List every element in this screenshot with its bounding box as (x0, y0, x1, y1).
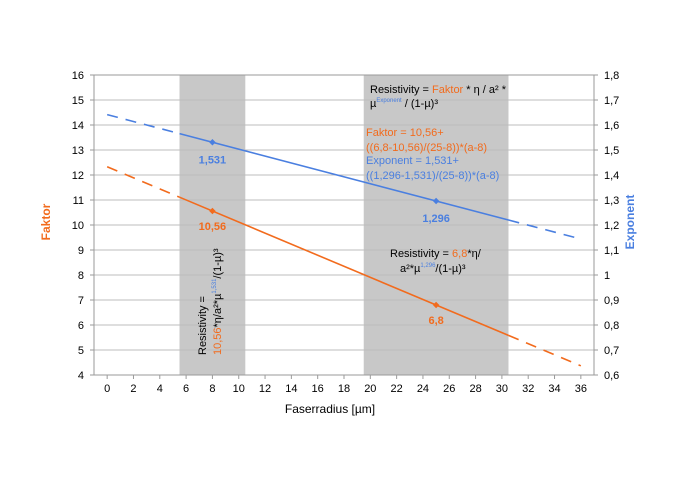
faktor-formula-line2: ((6,8-10,56)/(25-8))*(a-8) (366, 142, 487, 154)
y-right-tick-label: 1 (604, 270, 610, 282)
y-right-tick-label: 1,3 (604, 195, 619, 207)
exponent-line-solid (179, 132, 509, 221)
y-right-tick-label: 0,8 (604, 320, 619, 332)
y-left-tick-label: 7 (78, 295, 84, 307)
x-tick-label: 24 (417, 383, 429, 395)
left-formula-exponent: 1,531 (212, 278, 218, 294)
faktor-line-solid (179, 196, 509, 337)
exponent-formula-line1: Exponent = 1,531+ (366, 155, 459, 167)
svg-text:Resistivity = 6,8*η/: Resistivity = 6,8*η/ (390, 248, 482, 260)
right-formula-part: /(1-µ)³ (435, 263, 466, 275)
main-formula-faktor: Faktor (432, 84, 464, 96)
y-left-tick-label: 15 (72, 95, 84, 107)
series-lines (106, 113, 582, 367)
y-right-tick-label: 0,9 (604, 295, 619, 307)
x-tick-label: 36 (575, 383, 587, 395)
x-tick-label: 2 (130, 383, 136, 395)
right-formula-part: *η/ (467, 248, 481, 260)
y-right-tick-label: 0,7 (604, 345, 619, 357)
x-tick-label: 12 (259, 383, 271, 395)
x-tick-label: 26 (443, 383, 455, 395)
faktor-formula: Faktor = 10,56+ ((6,8-10,56)/(25-8))*(a-… (366, 127, 487, 154)
y-right-tick-label: 1,4 (604, 170, 619, 182)
y-right-tick-label: 1,8 (604, 70, 619, 82)
main-formula-part: * η / a² * (463, 84, 507, 96)
y-left-tick-label: 13 (72, 145, 84, 157)
main-formula-part: Resistivity = (370, 84, 432, 96)
svg-text:µExponent / (1-µ)³: µExponent / (1-µ)³ (370, 98, 438, 110)
exponent-point (209, 139, 216, 146)
left-formula-line1: Resistivity = (197, 296, 209, 355)
y-right-tick-label: 1,6 (604, 120, 619, 132)
right-band-formula: Resistivity = 6,8*η/ a²*µ1,296/(1-µ)³ (390, 248, 482, 275)
svg-text:Resistivity = Faktor * η / a²: Resistivity = Faktor * η / a² * (370, 84, 507, 96)
x-tick-label: 30 (496, 383, 508, 395)
left-formula-part: *η/a²*µ (212, 293, 224, 328)
x-tick-label: 0 (104, 383, 110, 395)
right-formula-part: Resistivity = (390, 248, 452, 260)
faktor-point (432, 301, 440, 309)
x-axis-title: Faserradius [µm] (285, 402, 375, 416)
y-right-tick-label: 1,5 (604, 145, 619, 157)
x-tick-label: 18 (338, 383, 350, 395)
y-left-tick-label: 6 (78, 320, 84, 332)
main-formula-part: µ (370, 98, 377, 110)
svg-text:10,56*η/a²*µ1,531/(1-µ)³: 10,56*η/a²*µ1,531/(1-µ)³ (212, 248, 224, 355)
y-right-tick-label: 1,2 (604, 220, 619, 232)
x-tick-label: 20 (364, 383, 376, 395)
y-left-tick-label: 10 (72, 220, 84, 232)
left-formula-faktor: 10,56 (212, 327, 224, 355)
exponent-data-label: 1,531 (199, 154, 227, 166)
tick-labels: 4 5 6 7 8 9 10 11 12 13 14 15 16 0,6 0,7 0,8 0,9 1 1,1 1,2 1… (72, 70, 620, 395)
y-left-tick-label: 4 (78, 370, 84, 382)
faktor-line-dashed (106, 166, 180, 198)
exponent-point (432, 197, 440, 205)
y-axis-right-title: Exponent (623, 195, 637, 250)
exponent-formula-line2: ((1,296-1,531)/(25-8))*(a-8) (366, 170, 499, 182)
main-formula-exponent: Exponent (376, 98, 402, 104)
exponent-line-dashed (508, 219, 582, 240)
faktor-point (209, 207, 216, 215)
y-right-tick-label: 1,7 (604, 95, 619, 107)
left-band-formula: Resistivity = 10,56*η/a²*µ1,531/(1-µ)³ (197, 248, 224, 355)
y-left-tick-label: 5 (78, 345, 84, 357)
y-right-tick-label: 0,6 (604, 370, 619, 382)
main-formula: Resistivity = Faktor * η / a² * µExponen… (370, 84, 507, 110)
x-tick-label: 8 (209, 383, 215, 395)
faktor-data-label: 10,56 (199, 221, 227, 233)
y-left-tick-label: 11 (73, 195, 84, 207)
y-right-tick-label: 1,1 (604, 245, 619, 257)
x-tick-label: 14 (285, 383, 297, 395)
y-left-tick-label: 8 (78, 270, 84, 282)
right-formula-faktor: 6,8 (452, 248, 467, 260)
faktor-formula-line1: Faktor = 10,56+ (366, 127, 444, 139)
main-formula-part: / (1-µ)³ (402, 98, 439, 110)
y-axis-left-title: Faktor (39, 203, 53, 240)
gridlines (94, 99, 594, 351)
exponent-line-dashed (106, 113, 180, 135)
x-tick-label: 16 (312, 383, 324, 395)
x-tick-label: 34 (548, 383, 560, 395)
exponent-formula: Exponent = 1,531+ ((1,296-1,531)/(25-8))… (366, 155, 499, 182)
x-tick-label: 10 (233, 383, 245, 395)
axis-ticks (90, 74, 598, 379)
y-left-tick-label: 9 (78, 245, 84, 257)
x-tick-label: 22 (391, 383, 403, 395)
faktor-line-dashed (508, 334, 582, 367)
faktor-data-label: 6,8 (428, 315, 443, 327)
left-formula-part: /(1-µ)³ (212, 248, 224, 279)
y-left-tick-label: 14 (72, 120, 84, 132)
y-left-tick-label: 16 (72, 70, 84, 82)
exponent-data-label: 1,296 (422, 213, 450, 225)
svg-text:a²*µ1,296/(1-µ)³: a²*µ1,296/(1-µ)³ (400, 263, 466, 275)
right-formula-part: a²*µ (400, 263, 421, 275)
x-tick-label: 4 (157, 383, 163, 395)
right-formula-exponent: 1,296 (420, 263, 436, 269)
x-tick-label: 32 (522, 383, 534, 395)
series-points: 10,56 6,8 1,531 1,296 (199, 139, 450, 327)
y-left-tick-label: 12 (72, 170, 84, 182)
x-tick-label: 28 (469, 383, 481, 395)
x-tick-label: 6 (183, 383, 189, 395)
